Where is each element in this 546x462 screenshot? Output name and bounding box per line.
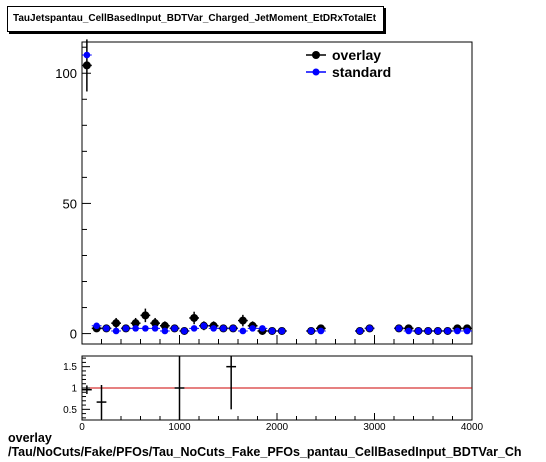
standard-point (112, 327, 120, 335)
standard-point (454, 327, 461, 335)
standard-point (83, 51, 91, 59)
main-axes: 0 50 100 (55, 46, 473, 344)
standard-point (210, 325, 217, 332)
standard-point (229, 325, 237, 332)
standard-point (122, 325, 130, 332)
standard-point (317, 327, 325, 335)
standard-point (200, 322, 208, 330)
overlay-point (82, 61, 91, 70)
standard-point (366, 325, 373, 332)
legend: overlay standard (306, 47, 391, 80)
main-y-tick-label: 0 (70, 327, 77, 342)
standard-point (268, 327, 276, 335)
ratio-y-tick-label: 0.5 (63, 405, 77, 416)
main-plot-frame (81, 41, 473, 345)
standard-point (356, 327, 364, 335)
overlay-point (151, 319, 160, 328)
standard-point (93, 322, 100, 330)
ratio-x-tick-label: 2000 (266, 422, 289, 433)
histogram-title: TauJetspantau_CellBasedInput_BDTVar_Char… (7, 6, 384, 32)
standard-point (190, 325, 198, 332)
ratio-data-marks (82, 356, 237, 420)
standard-point (395, 325, 403, 332)
main-data-marks (82, 39, 472, 335)
overlay-point (131, 319, 140, 328)
ratio-x-tick-label: 4000 (461, 422, 484, 433)
standard-point (132, 325, 139, 332)
overlay-point (141, 311, 150, 320)
overlay-point (112, 319, 121, 328)
overlay-point (190, 313, 199, 322)
footer-path: overlay /Tau/NoCuts/Fake/PFOs/Tau_NoCuts… (8, 431, 522, 459)
standard-point (463, 327, 471, 335)
standard-point (434, 327, 442, 335)
standard-point (278, 327, 286, 335)
main-y-tick-label: 100 (55, 66, 77, 81)
standard-point (259, 325, 266, 332)
standard-point (249, 325, 256, 332)
standard-point (424, 327, 432, 335)
standard-point (171, 325, 178, 332)
overlay-point (238, 316, 247, 325)
standard-point (161, 327, 169, 335)
standard-point (307, 327, 315, 335)
ratio-x-tick-label: 1000 (168, 422, 191, 433)
footer-line-1: overlay (8, 431, 52, 445)
legend-standard-marker (312, 68, 320, 76)
ratio-x-tick-label: 3000 (363, 422, 386, 433)
legend-standard-label: standard (332, 64, 391, 80)
standard-point (415, 327, 422, 335)
ratio-y-tick-label: 1.5 (63, 362, 77, 373)
standard-point (142, 325, 149, 332)
standard-point (220, 325, 227, 332)
ratio-axes: 0.5 1 1.5 0 1000 2000 3000 4000 (63, 357, 484, 433)
standard-point (239, 327, 247, 335)
standard-point (151, 325, 159, 332)
overlay-point (160, 321, 169, 330)
standard-point (444, 327, 451, 335)
main-y-tick-label: 50 (63, 196, 77, 211)
ratio-x-tick-label: 0 (79, 422, 85, 433)
standard-point (405, 327, 412, 335)
ratio-y-tick-label: 1 (71, 384, 77, 395)
legend-overlay-label: overlay (332, 47, 381, 63)
footer-line-2: /Tau/NoCuts/Fake/PFOs/Tau_NoCuts_Fake_PF… (8, 445, 522, 459)
standard-point (103, 325, 110, 332)
standard-point (181, 327, 188, 335)
legend-overlay-marker (312, 51, 320, 59)
